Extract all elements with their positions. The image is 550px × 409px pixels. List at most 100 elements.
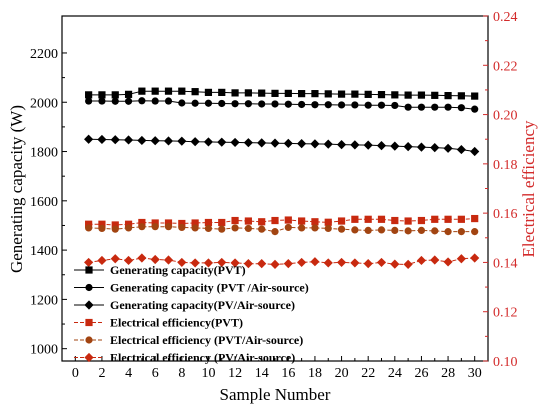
data-point [204,88,213,96]
data-point [444,215,452,223]
legend-label: Generating capacity(PVT) [110,263,246,277]
data-point [217,257,227,268]
data-point [443,143,453,153]
left-y-axis-title: Generating capacity (W) [7,105,26,273]
legend-label: Generating capacity(PV/Air-source) [110,298,295,312]
data-point [257,259,267,269]
data-point [151,223,159,231]
data-point [391,101,399,110]
data-point [390,141,400,151]
series-line [88,257,475,265]
x-tick-label: 14 [255,366,269,381]
left-y-tick-label: 2000 [30,96,58,111]
x-tick-label: 4 [125,366,132,381]
data-point [150,136,160,146]
data-point [163,255,174,265]
data-point [376,141,387,151]
data-point [244,217,252,225]
series-2 [85,97,479,113]
data-point [431,215,439,223]
data-point [404,103,412,111]
data-point [416,255,427,266]
axes-layer: 0 2 4 6 8 10 12 14 16 18 20 22 24 26 28 301000120014001… [30,10,518,381]
data-point [151,97,159,105]
legend-item: Generating capacity(PV/Air-source) [74,298,295,312]
data-point [138,218,146,227]
x-tick-label: 18 [308,366,322,381]
data-point [431,227,439,235]
data-point [311,101,319,109]
data-point [123,255,134,266]
data-point [324,90,332,98]
data-point [351,101,359,109]
data-point [177,136,187,146]
data-point [443,257,453,267]
data-point [364,90,372,98]
data-point [470,146,480,157]
x-tick-label: 0 [72,366,79,381]
data-point [110,135,120,145]
x-tick-label: 12 [228,366,242,381]
series-4 [85,214,479,229]
right-y-tick-label: 0.24 [493,10,518,25]
data-point [111,221,119,229]
data-point [111,225,119,233]
data-point [297,257,307,268]
data-point [444,228,452,236]
data-point [310,257,320,267]
data-point [110,254,120,264]
data-point [377,91,386,99]
data-point [311,224,319,232]
right-y-tick-label: 0.20 [493,109,518,124]
data-point [377,215,386,223]
data-point [391,226,399,234]
data-point [336,257,347,268]
data-point [190,258,200,268]
data-point [363,259,373,269]
data-point [337,225,346,233]
data-point [231,100,239,108]
data-point [470,253,480,263]
data-point [351,226,359,234]
data-point [178,99,186,107]
data-point [431,91,439,99]
data-point [84,134,94,144]
data-point [337,217,346,225]
data-point [271,228,279,236]
data-point [244,224,252,233]
data-point [124,90,133,98]
data-point [430,142,440,153]
data-point [124,224,133,232]
data-point [271,89,279,97]
x-tick-label: 24 [388,366,402,381]
data-point [151,219,159,227]
data-point [97,255,107,266]
right-y-tick-label: 0.22 [493,59,518,74]
data-point [177,257,187,268]
data-point [311,218,319,226]
data-point [164,87,173,95]
data-point [164,219,173,227]
data-point [244,89,252,97]
data-point [298,100,306,109]
data-point [403,259,413,269]
data-point [164,97,173,105]
data-point [417,226,426,234]
data-point [456,254,466,264]
data-point [124,97,133,105]
data-point [111,97,119,105]
data-point [471,214,479,223]
right-y-tick-label: 0.10 [493,355,518,370]
left-y-tick-label: 1600 [30,195,58,210]
data-point [151,87,159,95]
x-tick-label: 20 [335,366,349,381]
data-point [191,219,199,227]
data-point [85,97,93,105]
data-point [416,142,427,152]
series-3 [84,134,480,157]
data-point [350,140,360,150]
data-point [230,137,240,148]
data-point [298,224,306,232]
right-y-tick-label: 0.14 [493,256,518,271]
data-point [258,89,266,97]
